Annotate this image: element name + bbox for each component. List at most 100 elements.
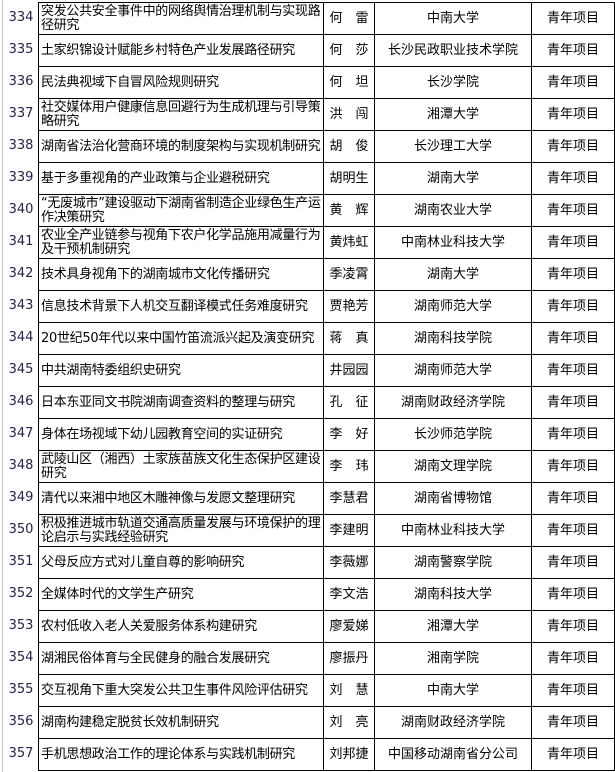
person-cell: 何 莎	[323, 34, 375, 67]
project-type-cell: 青年项目	[531, 354, 615, 387]
person-cell: 何 坦	[323, 66, 375, 99]
person-cell: 廖振丹	[323, 642, 375, 675]
table-row: 社交媒体用户健康信息回避行为生成机理与引导策略研究洪 闯湘潭大学 青年项目	[38, 98, 615, 131]
project-type-cell: 青年项目	[531, 34, 615, 67]
project-title-cell: 日本东亚同文书院湖南调查资料的整理与研究	[38, 386, 324, 419]
table-row: 湖南省法治化营商环境的制度架构与实现机制研究胡 俊长沙理工大学 青年项目	[38, 130, 615, 163]
institution-cell: 中南林业科技大学	[374, 226, 532, 259]
row-number: 347	[8, 426, 34, 441]
project-title-cell: 手机思想政治工作的理论体系与实践机制研究	[38, 738, 324, 771]
table-row: 农村低收入老人关爱服务体系构建研究 廖爱娣 湘潭大学 青年项目	[38, 610, 615, 643]
table-row: 身体在场视域下幼儿园教育空间的实证研究李 好长沙师范学院 青年项目	[38, 418, 615, 451]
table-row: 基于多重视角的产业政策与企业避税研究 胡明生 湖南大学 青年项目	[38, 162, 615, 195]
project-title-cell: 身体在场视域下幼儿园教育空间的实证研究	[38, 418, 324, 451]
project-title-cell: 湖湘民俗体育与全民健身的融合发展研究	[38, 642, 324, 675]
project-title-cell: 突发公共安全事件中的网络舆情治理机制与实现路径研究	[38, 2, 324, 35]
project-title-cell: 父母反应方式对儿童自尊的影响研究	[38, 546, 324, 579]
institution-cell: 湖南大学	[374, 162, 532, 195]
institution-cell: 湘潭大学	[374, 610, 532, 643]
institution-cell: 湖南财政经济学院	[374, 386, 532, 419]
person-cell: 孔 征	[323, 386, 375, 419]
institution-cell: 湖南科技学院	[374, 322, 532, 355]
row-number: 354	[8, 650, 34, 665]
institution-cell: 湖南师范大学	[374, 290, 532, 323]
row-number: 355	[8, 682, 34, 697]
table-row: 民法典视域下自冒风险规则研究何 坦长沙学院 青年项目	[38, 66, 615, 99]
project-type-cell: 青年项目	[531, 162, 615, 195]
project-title-cell: 交互视角下重大突发公共卫生事件风险评估研究	[38, 674, 324, 707]
person-cell: 何 雷	[323, 2, 375, 35]
project-title-cell: 全媒体时代的文学生产研究	[38, 578, 324, 611]
row-number: 339	[8, 170, 34, 185]
person-cell: 李文浩	[323, 578, 375, 611]
project-title-cell: 武陵山区（湘西）土家族苗族文化生态保护区建设研究	[38, 450, 324, 483]
person-cell: 李薇娜	[323, 546, 375, 579]
project-title-cell: 信息技术背景下人机交互翻译模式任务难度研究	[38, 290, 324, 323]
project-type-cell: 青年项目	[531, 514, 615, 547]
person-cell: 洪 闯	[323, 98, 375, 131]
row-number: 349	[8, 490, 34, 505]
row-number: 341	[8, 234, 34, 249]
project-type-cell: 青年项目	[531, 674, 615, 707]
row-number: 336	[8, 74, 34, 89]
project-title-cell: 社交媒体用户健康信息回避行为生成机理与引导策略研究	[38, 98, 324, 131]
institution-cell: 湖南财政经济学院	[374, 706, 532, 739]
project-table: 突发公共安全事件中的网络舆情治理机制与实现路径研究何 雷中南大学 青年项目 土家织锦…	[38, 2, 615, 771]
row-number: 343	[8, 298, 34, 313]
table-row: 中共湖南特委组织史研究 井园园 湖南师范大学 青年项目	[38, 354, 615, 387]
project-type-cell: 青年项目	[531, 322, 615, 355]
person-cell: 刘 亮	[323, 706, 375, 739]
project-type-cell: 青年项目	[531, 258, 615, 291]
row-number: 352	[8, 586, 34, 601]
project-title-cell: “无废城市”建设驱动下湖南省制造企业绿色生产运作决策研究	[38, 194, 324, 227]
project-type-cell: 青年项目	[531, 450, 615, 483]
project-type-cell: 青年项目	[531, 738, 615, 771]
row-number: 335	[8, 42, 34, 57]
institution-cell: 湖南省博物馆	[374, 482, 532, 515]
table-row: 信息技术背景下人机交互翻译模式任务难度研究 贾艳芳 湖南师范大学 青年项目	[38, 290, 615, 323]
project-type-cell: 青年项目	[531, 194, 615, 227]
person-cell: 刘 慧	[323, 674, 375, 707]
table-row: “无废城市”建设驱动下湖南省制造企业绿色生产运作决策研究黄 辉湖南农业大学 青年项…	[38, 194, 615, 227]
table-row: 手机思想政治工作的理论体系与实践机制研究 刘邦捷 中国移动湖南省分公司 青年项目	[38, 738, 615, 771]
row-number: 345	[8, 362, 34, 377]
sheet-left-border	[2, 0, 3, 772]
institution-cell: 长沙学院	[374, 66, 532, 99]
project-title-cell: 土家织锦设计赋能乡村特色产业发展路径研究	[38, 34, 324, 67]
table-row: 交互视角下重大突发公共卫生事件风险评估研究刘 慧中南大学 青年项目	[38, 674, 615, 707]
project-title-cell: 中共湖南特委组织史研究	[38, 354, 324, 387]
person-cell: 贾艳芳	[323, 290, 375, 323]
row-number: 351	[8, 554, 34, 569]
row-number: 342	[8, 266, 34, 281]
institution-cell: 湖南大学	[374, 258, 532, 291]
project-title-cell: 积极推进城市轨道交通高质量发展与环境保护的理论启示与实践经验研究	[38, 514, 324, 547]
project-title-cell: 农业全产业链参与视角下农户化学品施用减量行为及干预机制研究	[38, 226, 324, 259]
institution-cell: 长沙师范学院	[374, 418, 532, 451]
table-row: 土家织锦设计赋能乡村特色产业发展路径研究何 莎长沙民政职业技术学院 青年项目	[38, 34, 615, 67]
table-row: 积极推进城市轨道交通高质量发展与环境保护的理论启示与实践经验研究 李建明 中南林业科…	[38, 514, 615, 547]
row-number: 350	[8, 522, 34, 537]
project-title-cell: 基于多重视角的产业政策与企业避税研究	[38, 162, 324, 195]
project-type-cell: 青年项目	[531, 2, 615, 35]
project-title-cell: 技术具身视角下的湖南城市文化传播研究	[38, 258, 324, 291]
project-type-cell: 青年项目	[531, 386, 615, 419]
institution-cell: 中南大学	[374, 674, 532, 707]
institution-cell: 湖南农业大学	[374, 194, 532, 227]
project-type-cell: 青年项目	[531, 546, 615, 579]
row-number: 346	[8, 394, 34, 409]
person-cell: 李建明	[323, 514, 375, 547]
institution-cell: 湖南文理学院	[374, 450, 532, 483]
table-row: 湖湘民俗体育与全民健身的融合发展研究 廖振丹 湘南学院 青年项目	[38, 642, 615, 675]
person-cell: 廖爱娣	[323, 610, 375, 643]
project-type-cell: 青年项目	[531, 290, 615, 323]
table-row: 突发公共安全事件中的网络舆情治理机制与实现路径研究何 雷中南大学 青年项目	[38, 2, 615, 35]
table-row: 农业全产业链参与视角下农户化学品施用减量行为及干预机制研究 黄炜虹 中南林业科技大学…	[38, 226, 615, 259]
project-type-cell: 青年项目	[531, 130, 615, 163]
row-number: 357	[8, 746, 34, 761]
table-row: 日本东亚同文书院湖南调查资料的整理与研究孔 征湖南财政经济学院 青年项目	[38, 386, 615, 419]
person-cell: 黄 辉	[323, 194, 375, 227]
table-row: 父母反应方式对儿童自尊的影响研究 李薇娜 湖南警察学院 青年项目	[38, 546, 615, 579]
person-cell: 胡 俊	[323, 130, 375, 163]
project-title-cell: 20世纪50年代以来中国竹笛流派兴起及演变研究	[38, 322, 324, 355]
institution-cell: 湘南学院	[374, 642, 532, 675]
